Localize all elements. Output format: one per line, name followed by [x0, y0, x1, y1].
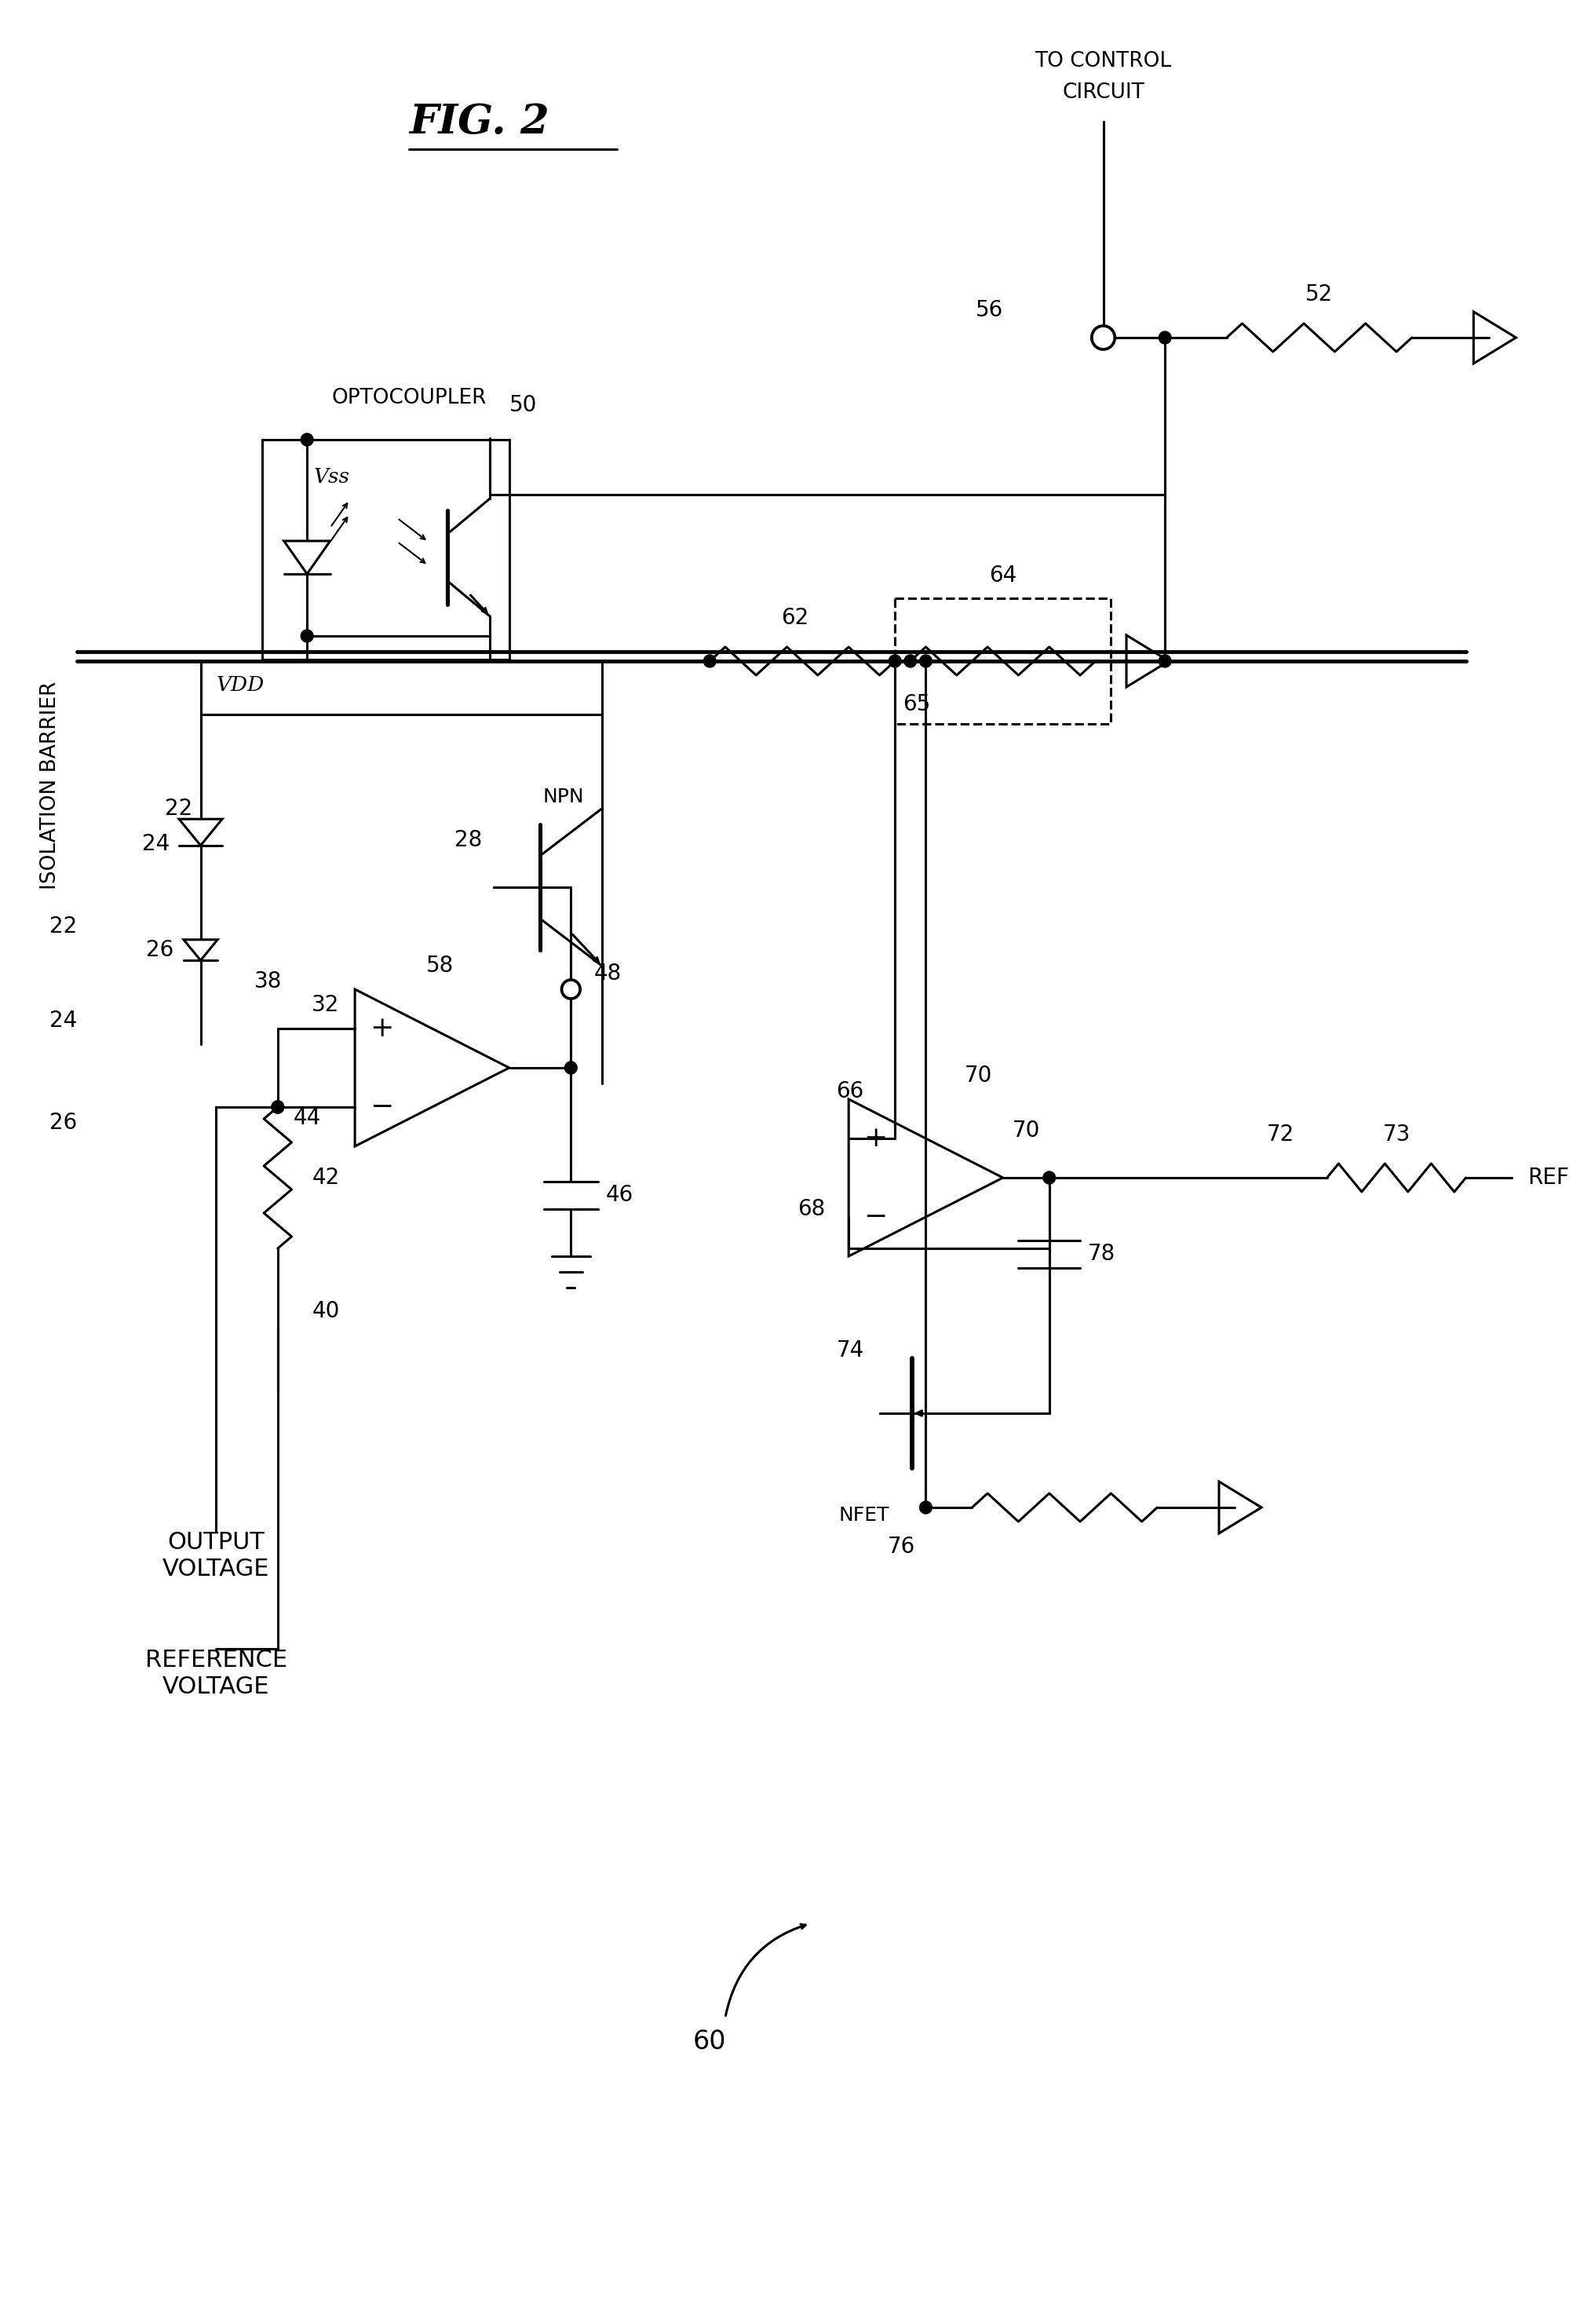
- Text: TO CONTROL: TO CONTROL: [1035, 51, 1172, 72]
- Text: 24: 24: [142, 832, 170, 855]
- Text: ISOLATION BARRIER: ISOLATION BARRIER: [39, 681, 60, 890]
- Text: −: −: [370, 1095, 393, 1120]
- Circle shape: [920, 1501, 931, 1513]
- Text: 70: 70: [1011, 1120, 1040, 1141]
- Text: 56: 56: [975, 300, 1004, 321]
- Text: 68: 68: [798, 1199, 826, 1220]
- Text: 58: 58: [426, 955, 453, 976]
- Text: 60: 60: [694, 2029, 727, 2054]
- Text: 74: 74: [837, 1339, 864, 1362]
- Circle shape: [1159, 655, 1172, 667]
- Text: 78: 78: [1089, 1243, 1115, 1264]
- Circle shape: [562, 981, 580, 999]
- Text: −: −: [864, 1204, 887, 1229]
- Text: 52: 52: [1306, 284, 1332, 304]
- Circle shape: [889, 655, 901, 667]
- Text: 48: 48: [595, 962, 621, 985]
- Circle shape: [272, 1102, 283, 1113]
- Text: 66: 66: [837, 1081, 864, 1102]
- Text: 22: 22: [165, 797, 193, 820]
- Text: +: +: [864, 1125, 887, 1153]
- Circle shape: [904, 655, 917, 667]
- Text: 42: 42: [313, 1167, 340, 1188]
- Circle shape: [565, 1062, 577, 1074]
- Circle shape: [1043, 1171, 1055, 1183]
- Text: 24: 24: [49, 1009, 77, 1032]
- Text: 32: 32: [311, 995, 340, 1016]
- Text: 40: 40: [313, 1299, 340, 1322]
- Text: 26: 26: [49, 1111, 77, 1134]
- Circle shape: [703, 655, 716, 667]
- Text: REF: REF: [1527, 1167, 1570, 1188]
- Circle shape: [300, 630, 313, 641]
- Text: 50: 50: [510, 395, 536, 416]
- Text: 73: 73: [1383, 1122, 1411, 1146]
- Text: 44: 44: [293, 1106, 321, 1129]
- Text: 26: 26: [146, 939, 173, 962]
- Text: VDD: VDD: [216, 676, 264, 695]
- Text: 72: 72: [1266, 1122, 1295, 1146]
- Text: 64: 64: [989, 565, 1016, 586]
- Text: 22: 22: [49, 916, 77, 937]
- Text: OPTOCOUPLER: OPTOCOUPLER: [332, 388, 486, 409]
- Text: NPN: NPN: [543, 788, 584, 806]
- Text: 62: 62: [780, 607, 809, 630]
- Circle shape: [920, 655, 931, 667]
- Bar: [263, 439, 510, 660]
- Text: 70: 70: [964, 1064, 993, 1088]
- Text: NFET: NFET: [838, 1506, 889, 1525]
- Text: OUTPUT
VOLTAGE: OUTPUT VOLTAGE: [162, 1532, 269, 1580]
- Text: Vss: Vss: [313, 467, 349, 486]
- Text: FIG. 2: FIG. 2: [409, 102, 549, 142]
- Circle shape: [1159, 332, 1172, 344]
- Text: 38: 38: [255, 971, 283, 992]
- Circle shape: [300, 432, 313, 446]
- Text: 76: 76: [887, 1536, 915, 1557]
- Circle shape: [1092, 325, 1115, 349]
- Text: +: +: [370, 1016, 393, 1041]
- Text: 46: 46: [606, 1183, 634, 1206]
- Text: CIRCUIT: CIRCUIT: [1062, 81, 1145, 102]
- Text: REFERENCE
VOLTAGE: REFERENCE VOLTAGE: [145, 1648, 288, 1699]
- Bar: [895, 597, 1111, 723]
- Circle shape: [272, 1102, 283, 1113]
- Text: 65: 65: [903, 693, 930, 716]
- Text: 28: 28: [455, 830, 483, 851]
